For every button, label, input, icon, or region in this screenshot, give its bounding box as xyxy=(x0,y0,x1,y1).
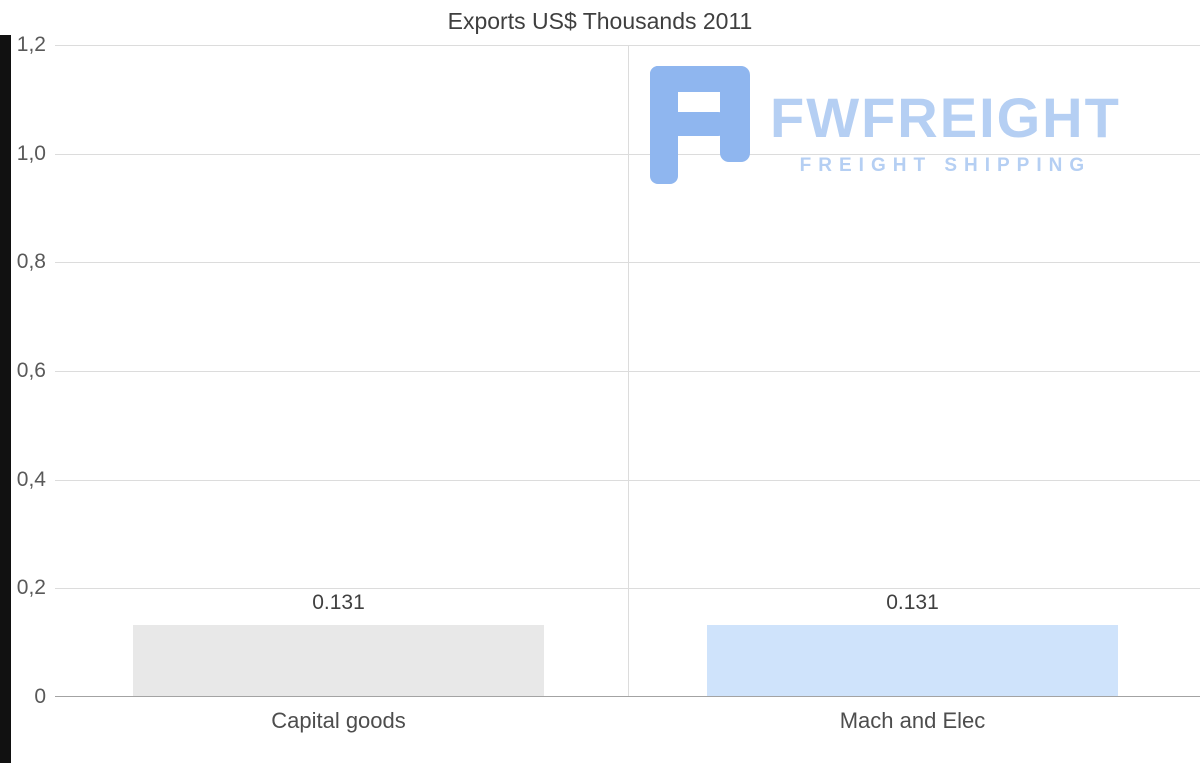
bar-mach-and-elec xyxy=(707,625,1118,696)
x-axis-label-capital-goods: Capital goods xyxy=(271,708,406,733)
watermark-brand-name: FWFREIGHT xyxy=(770,86,1121,149)
bar-group-mach-and-elec: 0.131 xyxy=(707,591,1118,696)
fwfreight-logo-icon xyxy=(650,66,750,184)
bar-capital-goods xyxy=(133,625,544,696)
watermark-text-block: FWFREIGHT FREIGHT SHIPPING xyxy=(770,66,1121,177)
bar-value-label: 0.131 xyxy=(312,591,365,614)
y-axis-tick-label: 1,0 xyxy=(16,142,46,165)
watermark: FWFREIGHT FREIGHT SHIPPING xyxy=(650,66,1121,184)
bar-group-capital-goods: 0.131 xyxy=(133,591,544,696)
y-axis-tick-label: 0 xyxy=(34,685,46,708)
plot-area: 0.131 0.131 xyxy=(55,45,1200,697)
x-axis-label-mach-and-elec: Mach and Elec xyxy=(839,708,986,733)
y-axis-tick-label: 0,6 xyxy=(16,359,46,382)
y-axis-tick-label: 0,4 xyxy=(16,468,46,491)
y-axis-tick-label: 0,2 xyxy=(16,576,46,599)
y-axis-tick-label: 1,2 xyxy=(16,33,46,56)
watermark-subtitle: FREIGHT SHIPPING xyxy=(799,155,1092,176)
y-axis-line xyxy=(0,35,11,763)
x-axis-line xyxy=(55,696,1200,697)
gridline xyxy=(627,45,629,697)
chart-title: Exports US$ Thousands 2011 xyxy=(447,8,753,34)
y-axis-tick-label: 0,8 xyxy=(16,250,46,273)
bar-value-label: 0.131 xyxy=(886,591,939,614)
